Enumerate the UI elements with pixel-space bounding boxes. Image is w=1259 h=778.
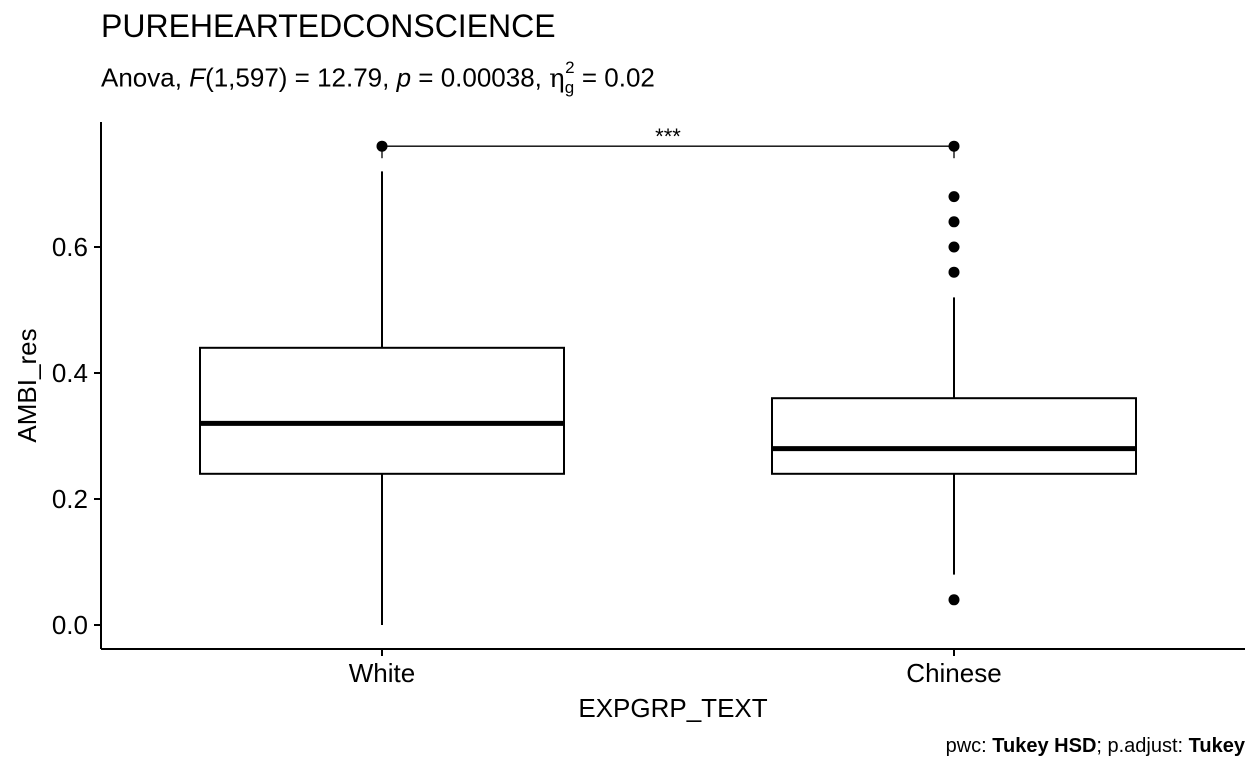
comparison-point — [376, 140, 388, 152]
outlier-point — [948, 594, 960, 606]
outlier-point — [948, 191, 960, 203]
y-tick-label: 0.6 — [52, 232, 88, 262]
chart-subtitle: Anova, F(1,597) = 12.79, p = 0.00038, ηg… — [101, 58, 655, 98]
subtitle-p-symbol: p — [396, 62, 412, 93]
y-tick-label: 0.4 — [52, 358, 88, 388]
x-axis-title: EXPGRP_TEXT — [578, 693, 767, 723]
caption-adjust-method: Tukey — [1188, 735, 1245, 757]
box-iqr — [771, 397, 1137, 475]
caption-pwc-method: Tukey HSD — [992, 735, 1097, 757]
subtitle-f-symbol: F — [189, 62, 206, 93]
x-tick-label: White — [349, 658, 415, 688]
subtitle-eta-symbol: η — [549, 63, 565, 94]
y-tick-label: 0.2 — [52, 484, 88, 514]
subtitle-eta-value: = 0.02 — [574, 62, 655, 93]
caption-sep: ; p.adjust: — [1096, 735, 1189, 757]
chart-title: PUREHEARTEDCONSCIENCE — [101, 8, 556, 44]
subtitle-eta-sup: 2 — [565, 58, 575, 77]
subtitle-p-text: = 0.00038, — [411, 62, 550, 93]
x-tick-label: Chinese — [906, 658, 1001, 688]
subtitle-df: (1,597) = 12.79, — [205, 62, 397, 93]
subtitle-eta-sub: g — [564, 77, 575, 97]
significance-label: *** — [655, 124, 681, 149]
caption-pwc-label: pwc: — [945, 735, 993, 757]
comparison-point — [948, 140, 960, 152]
outlier-point — [948, 216, 960, 228]
y-tick-label: 0.0 — [52, 610, 88, 640]
chart-caption: pwc: Tukey HSD; p.adjust: Tukey — [946, 735, 1245, 758]
subtitle-prefix: Anova, — [101, 62, 190, 93]
outlier-point — [948, 241, 960, 253]
box-iqr — [199, 346, 565, 475]
y-axis-title: AMBI_res — [12, 328, 42, 442]
outlier-point — [948, 266, 960, 278]
